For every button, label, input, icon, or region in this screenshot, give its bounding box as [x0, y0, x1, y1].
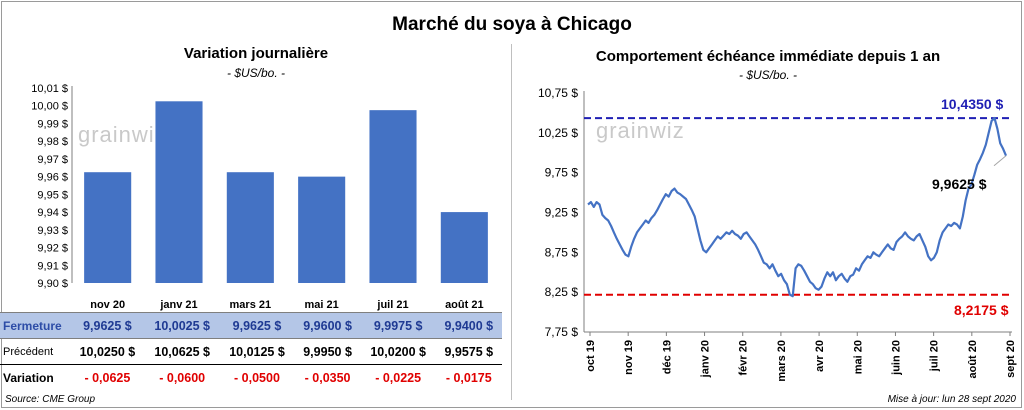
table-cell: - 0,0600 — [144, 364, 220, 391]
row-label: Fermeture — [0, 312, 70, 339]
bar-chart: 9,90 $ 9,91 $ 9,92 $ 9,93 $ 9,94 $ 9,95 $ 9,96… — [31, 83, 488, 311]
high-value-label: 10,4350 $ — [941, 96, 1004, 112]
y-tick-label: 9,25 $ — [545, 206, 579, 220]
x-tick-label: mai 21 — [305, 299, 339, 311]
table-row-fermeture: Fermeture 9,9625 $ 10,0025 $ 9,9625 $ 9,… — [0, 312, 502, 339]
x-tick-label: mars 20 — [776, 340, 788, 382]
x-tick-label: févr 20 — [738, 340, 750, 375]
y-tick-label: 9,96 $ — [37, 172, 68, 184]
y-tick-label: 10,75 $ — [538, 86, 578, 100]
line-chart-unit: - $US/bo. - — [738, 68, 798, 82]
y-tick-label: 10,25 $ — [538, 126, 578, 140]
y-tick-label: 10,00 $ — [31, 101, 68, 113]
table-cell: 10,0250 $ — [79, 344, 136, 359]
watermark: grainwiz — [596, 118, 685, 143]
update-note: Mise à jour: lun 28 sept 2020 — [887, 394, 1016, 405]
bar — [226, 172, 274, 283]
last-value-label: 9,9625 $ — [932, 176, 987, 192]
x-tick-label: janv 21 — [159, 299, 197, 311]
table-cell: 10,0625 $ — [154, 344, 210, 359]
x-tick-label: oct 19 — [585, 340, 597, 372]
page-title: Marché du soya à Chicago — [392, 14, 632, 35]
x-tick-label: déc 19 — [661, 340, 673, 374]
bar — [440, 212, 488, 283]
bar — [155, 101, 203, 283]
table-cell: 10,0200 $ — [370, 344, 426, 359]
x-tick-label: juil 20 — [929, 340, 941, 372]
table-cell: - 0,0225 — [360, 364, 436, 391]
y-tick-label: 9,92 $ — [37, 243, 68, 255]
y-tick-label: 8,75 $ — [545, 245, 579, 259]
table-cell: 10,0125 $ — [229, 344, 285, 359]
x-tick-label: août 20 — [967, 340, 979, 379]
row-label: Précédent — [3, 345, 54, 358]
bar-chart-unit: - $US/bo. - — [226, 66, 286, 80]
table-cell: 9,9400 $ — [435, 312, 502, 339]
table-cell: 9,9625 $ — [219, 312, 295, 339]
y-tick-label: 7,75 $ — [545, 325, 579, 339]
bar-chart-title: Variation journalière — [183, 45, 329, 62]
y-tick-label: 9,98 $ — [37, 136, 68, 148]
table-cell: 9,9600 $ — [294, 312, 361, 339]
price-series-line — [587, 117, 1008, 298]
bar — [298, 176, 346, 283]
y-tick-label: 8,25 $ — [545, 285, 579, 299]
line-chart-title: Comportement échéance immédiate depuis 1… — [595, 48, 941, 65]
x-tick-label: mars 21 — [230, 299, 272, 311]
table-cell: 9,9950 $ — [303, 344, 352, 359]
last-value-leader — [993, 155, 1007, 167]
x-tick-label: juil 21 — [376, 299, 408, 311]
table-cell: 9,9625 $ — [70, 312, 145, 339]
table-cell: 9,9975 $ — [360, 312, 436, 339]
table-cell: 10,0025 $ — [144, 312, 220, 339]
table-row-variation: Variation - 0,0625 - 0,0600 - 0,0500 - 0… — [0, 364, 502, 391]
y-tick-label: 9,91 $ — [37, 260, 68, 272]
y-tick-label: 9,75 $ — [545, 166, 579, 180]
low-value-label: 8,2175 $ — [954, 302, 1009, 318]
y-tick-label: 9,90 $ — [37, 278, 68, 290]
x-tick-label: mai 20 — [852, 340, 864, 374]
bar — [84, 172, 132, 283]
x-tick-label: avr 20 — [814, 340, 826, 372]
table-row-precedent: Précédent 10,0250 $ 10,0625 $ 10,0125 $ … — [0, 339, 502, 365]
y-tick-label: 9,97 $ — [37, 154, 68, 166]
prices-table: Fermeture 9,9625 $ 10,0025 $ 9,9625 $ 9,… — [0, 312, 502, 391]
table-cell: - 0,0625 — [70, 364, 145, 391]
y-tick-label: 10,01 $ — [31, 83, 68, 95]
bar — [369, 110, 417, 283]
source-note: Source: CME Group — [5, 394, 96, 405]
x-tick-label: sept 20 — [1005, 340, 1017, 378]
table-cell: - 0,0350 — [294, 364, 361, 391]
x-tick-label: janv 20 — [700, 340, 712, 378]
panel-divider — [511, 44, 512, 400]
x-tick-label: nov 20 — [90, 299, 125, 311]
x-tick-label: juin 20 — [890, 340, 902, 376]
y-tick-label: 9,99 $ — [37, 118, 68, 130]
line-chart: 7,75 $ 8,25 $ 8,75 $ 9,25 $ 9,75 $ 10,25 $ 10,… — [538, 86, 1017, 382]
x-tick-label: nov 19 — [623, 340, 635, 375]
y-tick-label: 9,93 $ — [37, 225, 68, 237]
watermark: grainwiz — [78, 122, 167, 147]
table-cell: - 0,0500 — [219, 364, 295, 391]
y-tick-label: 9,95 $ — [37, 189, 68, 201]
y-tick-label: 9,94 $ — [37, 207, 68, 219]
table-cell: - 0,0175 — [435, 364, 502, 391]
table-cell: 9,9575 $ — [444, 344, 494, 359]
x-tick-label: août 21 — [445, 299, 484, 311]
row-label: Variation — [0, 364, 70, 391]
